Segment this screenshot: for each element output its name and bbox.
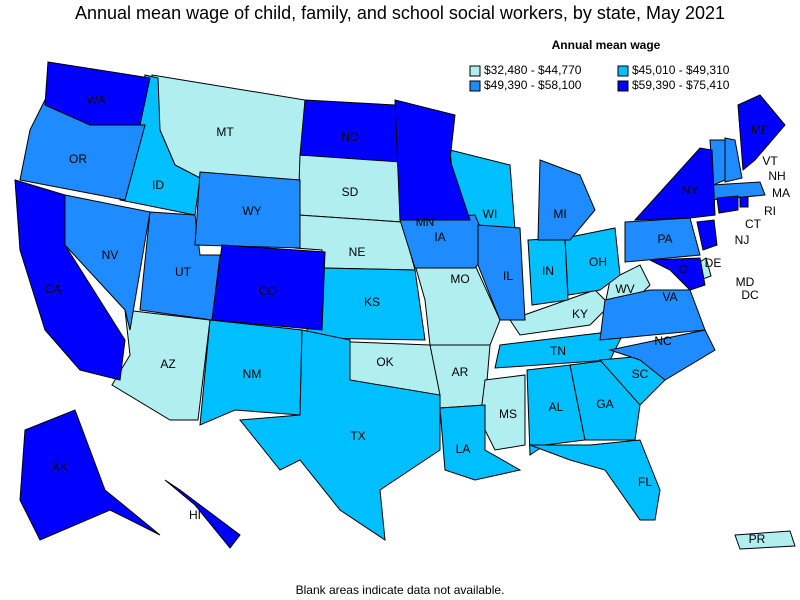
state-label: OH [589, 255, 607, 269]
state-label: PA [657, 232, 672, 246]
legend-title: Annual mean wage [552, 38, 661, 52]
state-label: MN [416, 215, 435, 229]
state-label: CT [745, 217, 762, 231]
state-label: CA [45, 282, 62, 296]
state-label: OR [69, 152, 87, 166]
state-label: MO [450, 272, 469, 286]
state [164, 479, 241, 549]
state [724, 137, 743, 183]
state [199, 319, 303, 426]
state-label: KS [364, 295, 380, 309]
state [477, 224, 526, 321]
state [211, 244, 326, 331]
state [14, 179, 126, 381]
legend-swatch [617, 65, 629, 77]
footnote: Blank areas indicate data not available. [296, 583, 505, 597]
state [239, 329, 441, 542]
state [608, 329, 716, 381]
state [649, 257, 706, 291]
state-label: WV [615, 282, 634, 296]
state-label: NY [682, 183, 699, 197]
state-label: NM [243, 367, 262, 381]
state [679, 265, 687, 273]
state-label: HI [189, 508, 201, 522]
state [716, 195, 739, 214]
state [526, 364, 586, 456]
legend-swatch [469, 80, 481, 92]
map-title: Annual mean wage of child, family, and s… [75, 3, 725, 23]
legend-swatch [617, 80, 629, 92]
state-label: FL [638, 475, 652, 489]
state [529, 439, 661, 521]
state-label: OK [376, 355, 393, 369]
state-label: MI [553, 207, 566, 221]
state-label: RI [764, 204, 776, 218]
state [394, 99, 471, 221]
state [439, 404, 522, 481]
state-label: VT [762, 154, 778, 168]
state [696, 219, 718, 251]
state-label: AZ [160, 357, 175, 371]
state-label: MA [772, 186, 790, 200]
state [44, 61, 151, 126]
state-label: IL [503, 269, 513, 283]
state-label: SC [632, 367, 649, 381]
state-label: GA [596, 397, 613, 411]
state-label: MD [736, 275, 755, 289]
state-label: TN [550, 344, 566, 358]
state [139, 211, 221, 321]
state [599, 289, 706, 341]
state-label: WA [87, 93, 106, 107]
state [734, 530, 796, 550]
state-label: NH [768, 169, 785, 183]
state-label: IN [542, 264, 554, 278]
state [509, 289, 611, 336]
state-label: AK [52, 460, 68, 474]
state-label: DC [741, 288, 759, 302]
state [624, 217, 701, 263]
state-label: DE [705, 256, 722, 270]
state-label: CO [259, 284, 277, 298]
state [194, 171, 301, 249]
state-label: IA [434, 230, 445, 244]
state [633, 147, 716, 221]
state [564, 227, 621, 296]
state-label: NJ [735, 233, 750, 247]
state-label: VA [662, 290, 677, 304]
state-label: KY [572, 307, 588, 321]
state [737, 94, 786, 172]
state [739, 196, 749, 208]
state-label: NV [102, 248, 119, 262]
state-label: MT [216, 125, 234, 139]
state-label: NE [349, 245, 366, 259]
state [19, 409, 161, 541]
state-label: LA [456, 442, 471, 456]
legend-label: $45,010 - $49,310 [632, 63, 730, 77]
state-label: PR [749, 532, 766, 546]
legend-label: $49,390 - $58,100 [484, 78, 582, 92]
legend-label: $32,480 - $44,770 [484, 63, 582, 77]
legend-label: $59,390 - $75,410 [632, 78, 730, 92]
state [537, 159, 596, 241]
state-label: TX [350, 429, 365, 443]
state-label: ND [341, 130, 359, 144]
state-label: ID [152, 178, 164, 192]
legend-swatch [469, 65, 481, 77]
state-label: MS [499, 407, 517, 421]
state-label: AL [549, 400, 564, 414]
state-label: WI [483, 207, 498, 221]
state-label: WY [242, 204, 261, 218]
state-label: SD [342, 185, 359, 199]
state-label: AR [452, 365, 469, 379]
state-label: UT [175, 265, 192, 279]
state-label: NC [654, 334, 672, 348]
state-label: ME [751, 123, 769, 137]
